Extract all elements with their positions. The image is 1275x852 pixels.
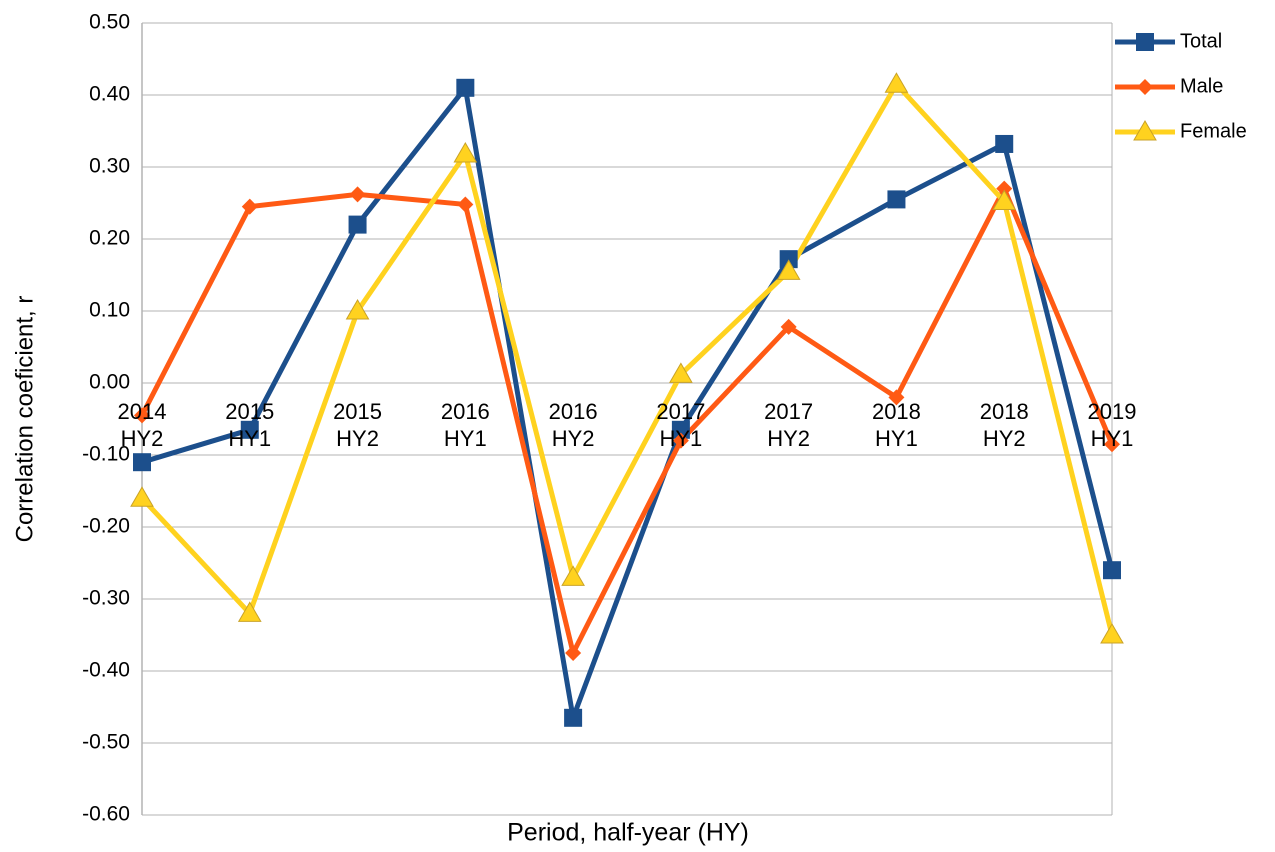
legend-label: Total [1180,30,1222,52]
x-tick-label: 2016 HY2 [548,399,598,451]
data-point [456,78,475,97]
data-point [349,186,366,203]
x-tick-label: 2014 HY2 [117,399,167,451]
data-point [1103,561,1121,580]
data-point [130,486,154,507]
y-tick-label: 0.10 [89,299,130,322]
data-point [561,565,585,586]
data-point [779,250,798,269]
data-point [995,134,1014,153]
legend-label: Female [1180,120,1247,142]
data-point [134,407,150,424]
y-tick-label: -0.10 [82,443,130,466]
series-line [141,85,1115,721]
data-point [884,72,909,93]
data-point [133,453,151,472]
legend-marker [1133,120,1157,141]
legend-label: Male [1180,75,1223,97]
data-point [1104,436,1120,453]
data-point [453,142,478,163]
x-tick-label: 2015 HY2 [333,399,383,451]
data-point [237,601,262,622]
x-tick-label: 2015 HY1 [225,399,275,451]
y-tick-label: 0.50 [89,11,130,34]
data-point [888,389,905,406]
x-axis-title: Period, half-year (HY) [507,819,749,847]
y-tick-label: -0.30 [82,587,130,610]
data-point [992,189,1017,211]
y-tick-label: 0.20 [89,227,130,250]
data-point [564,708,583,727]
data-point [345,299,370,320]
y-axis-title: Correlation coeficient, r [11,296,38,543]
x-tick-label: 2018 HY2 [979,399,1029,451]
data-point [672,432,689,449]
data-point [780,318,797,335]
y-tick-label: -0.20 [82,515,130,538]
y-tick-label: -0.60 [82,803,130,826]
y-tick-label: 0.30 [89,155,130,178]
data-point [669,362,693,383]
data-point [240,420,259,439]
data-point [565,645,582,661]
y-tick-label: 0.40 [89,83,130,106]
series-line [140,81,1115,636]
series-line [139,186,1115,656]
data-point [457,196,474,213]
y-tick-label: 0.00 [89,371,130,394]
data-point [776,259,801,280]
legend-marker [1137,79,1153,95]
x-tick-label: 2017 HY1 [656,399,706,451]
data-point [996,180,1013,197]
data-point [348,215,367,234]
x-tick-label: 2019 HY1 [1087,399,1137,451]
x-tick-label: 2018 HY1 [871,399,921,451]
data-point [1100,623,1124,644]
data-point [241,198,258,215]
data-point [671,420,690,439]
data-point [887,190,906,209]
y-tick-label: -0.40 [82,659,130,682]
x-tick-label: 2017 HY2 [764,399,814,451]
y-tick-label: -0.50 [82,731,130,754]
x-tick-label: 2016 HY1 [440,399,490,451]
legend-marker [1136,33,1154,51]
